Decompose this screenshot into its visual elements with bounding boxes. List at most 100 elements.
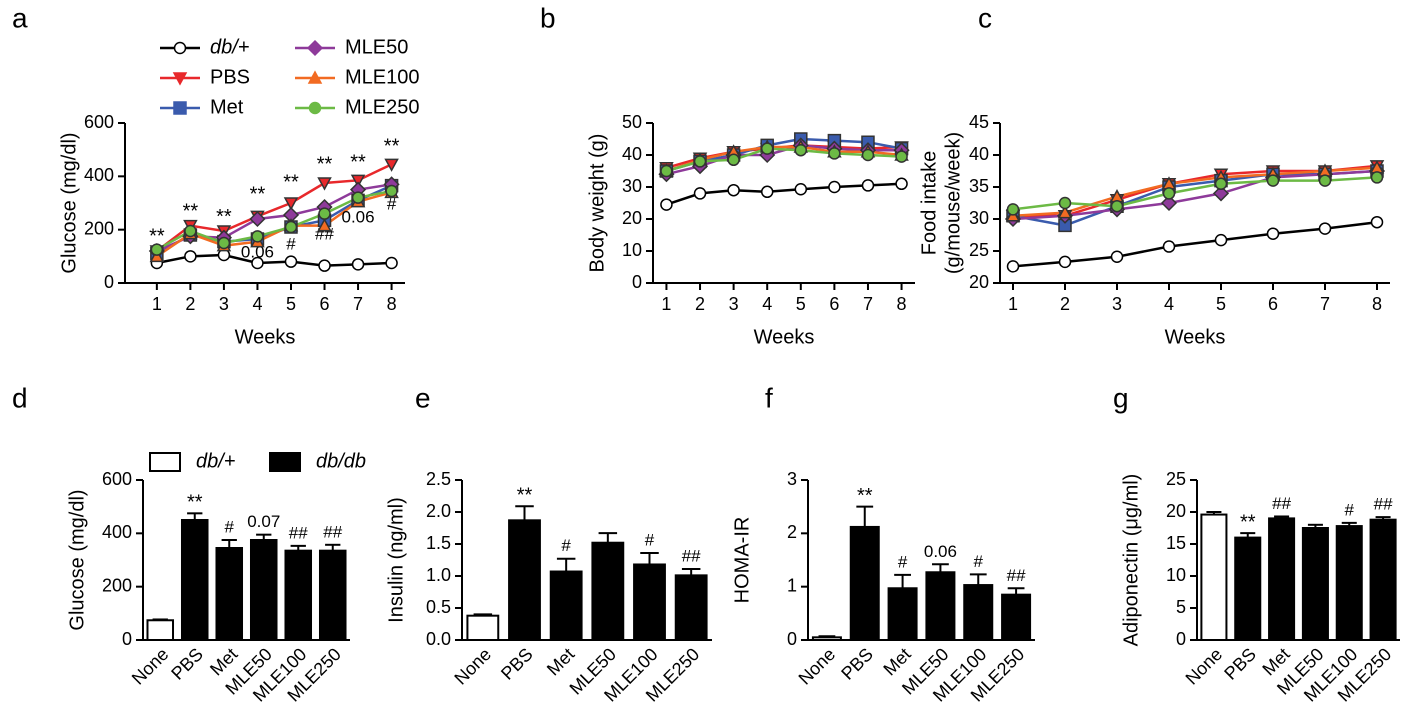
legend-swatch [269, 452, 301, 472]
y-tick-label: 0.5 [426, 597, 451, 617]
marker [283, 197, 299, 211]
y-tick-label: 3 [787, 469, 797, 489]
legend-label: MLE50 [345, 36, 408, 58]
y-axis-label: (g/mouse/week) [942, 132, 964, 274]
marker [284, 220, 298, 234]
significance-label: ** [187, 492, 203, 514]
legend-label: Met [210, 96, 244, 118]
y-tick-label: 10 [1166, 565, 1186, 585]
marker [350, 174, 366, 188]
x-tick-label: None [795, 644, 840, 689]
bar [146, 619, 175, 641]
panel-letter: e [415, 382, 431, 413]
annotation: ** [250, 183, 266, 205]
annotation: ** [384, 135, 400, 157]
y-tick-label: 600 [84, 112, 114, 132]
y-tick-label: 1.0 [426, 565, 451, 585]
y-tick-label: 20 [622, 208, 642, 228]
series-line [1012, 176, 1378, 211]
x-tick-label: 6 [320, 294, 330, 314]
y-tick-label: 600 [102, 469, 132, 489]
x-axis-label: Weeks [1165, 326, 1226, 348]
x-tick-label: PBS [497, 644, 537, 684]
x-tick-label: 2 [1060, 294, 1070, 314]
marker [895, 177, 908, 191]
panel-letter: b [540, 2, 556, 33]
marker [1266, 174, 1280, 187]
marker [184, 224, 197, 238]
bar [1001, 593, 1032, 642]
annotation: # [286, 235, 296, 254]
marker [1006, 203, 1020, 216]
x-tick-label: None [1182, 644, 1227, 689]
legend-marker [172, 72, 188, 86]
x-tick-label: PBS [837, 644, 877, 684]
series-line [1012, 220, 1378, 268]
panel-letter: a [12, 2, 28, 33]
marker [1370, 215, 1384, 229]
marker [828, 147, 841, 160]
marker [1318, 222, 1332, 235]
significance-label: ## [323, 522, 342, 541]
marker [828, 180, 841, 194]
significance-label: 0.06 [924, 542, 957, 561]
bar [811, 636, 842, 641]
significance-label: ** [517, 485, 533, 507]
x-tick-label: 1 [661, 294, 671, 314]
legend-marker [173, 101, 187, 115]
x-tick-label: PBS [1220, 644, 1260, 684]
x-tick-label: 5 [1216, 294, 1226, 314]
panel-letter: c [978, 2, 992, 33]
significance-label: ** [1240, 511, 1256, 533]
legend-label: MLE100 [345, 66, 420, 88]
bar [963, 584, 994, 641]
significance-label: # [898, 552, 908, 571]
significance-label: # [1345, 500, 1355, 519]
marker [1214, 177, 1228, 191]
annotation: 0.06 [342, 207, 375, 226]
bar [1234, 536, 1262, 641]
marker [1162, 187, 1176, 200]
y-tick-label: 1.5 [426, 533, 451, 553]
marker [760, 185, 774, 199]
bar [284, 549, 313, 642]
significance-label: ## [1272, 494, 1291, 513]
bar [1301, 527, 1329, 641]
marker [318, 259, 331, 272]
marker [1212, 185, 1230, 202]
marker [217, 236, 231, 250]
y-tick-label: 20 [1166, 501, 1186, 521]
marker [1110, 250, 1124, 264]
legend-marker [306, 39, 324, 57]
y-tick-label: 25 [969, 240, 989, 260]
y-tick-label: 40 [622, 144, 642, 164]
y-tick-label: 0.0 [426, 629, 451, 649]
marker [1058, 255, 1072, 269]
x-tick-label: 1 [1008, 294, 1018, 314]
legend-marker [307, 70, 323, 84]
y-tick-label: 0 [787, 629, 797, 649]
marker [861, 148, 875, 162]
y-tick-label: 50 [622, 112, 642, 132]
marker [693, 187, 707, 200]
x-tick-label: 7 [353, 294, 363, 314]
x-axis-label: Weeks [235, 326, 296, 348]
y-tick-label: 45 [969, 112, 989, 132]
annotation: ** [283, 171, 299, 193]
y-axis-label: Glucose (mg/dl) [66, 489, 88, 630]
marker [284, 255, 298, 268]
significance-label: # [645, 530, 655, 549]
bar [925, 571, 956, 641]
significance-label: ## [1007, 566, 1026, 585]
bar [1268, 517, 1296, 642]
x-tick-label: 8 [387, 294, 397, 314]
x-tick-label: 4 [762, 294, 772, 314]
significance-label: ## [289, 523, 308, 542]
marker [760, 142, 774, 155]
marker [727, 183, 740, 197]
marker [1057, 205, 1073, 219]
marker [385, 184, 398, 198]
